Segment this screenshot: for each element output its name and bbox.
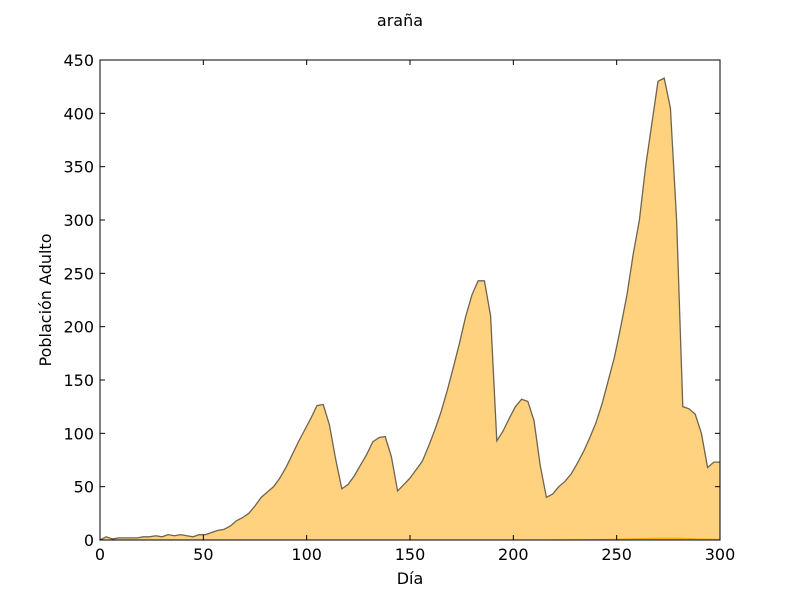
- y-tick-label: 300: [63, 211, 94, 230]
- x-tick-label: 200: [498, 545, 529, 564]
- x-axis: 0 50 100 150 200 250 300: [95, 60, 735, 564]
- y-tick-label: 350: [63, 158, 94, 177]
- x-tick-label: 300: [705, 545, 736, 564]
- series-area-fill: [100, 78, 720, 540]
- y-tick-label: 100: [63, 424, 94, 443]
- x-axis-label: Día: [397, 569, 424, 588]
- chart-title: araña: [377, 11, 423, 30]
- y-tick-label: 450: [63, 51, 94, 70]
- plot-area: [99, 77, 720, 541]
- x-tick-label: 50: [193, 545, 213, 564]
- y-tick-label: 250: [63, 264, 94, 283]
- x-tick-label: 150: [395, 545, 426, 564]
- x-tick-label: 100: [291, 545, 322, 564]
- y-axis: 0 50 100 150 200 250 300 350 400 450: [63, 51, 720, 550]
- series-line: [99, 77, 720, 541]
- y-tick-label: 200: [63, 318, 94, 337]
- y-tick-label: 400: [63, 104, 94, 123]
- y-tick-label: 0: [84, 531, 94, 550]
- y-tick-label: 50: [74, 478, 94, 497]
- y-axis-label: Población Adulto: [36, 234, 55, 367]
- x-tick-label: 250: [601, 545, 632, 564]
- x-tick-label: 0: [95, 545, 105, 564]
- y-tick-label: 150: [63, 371, 94, 390]
